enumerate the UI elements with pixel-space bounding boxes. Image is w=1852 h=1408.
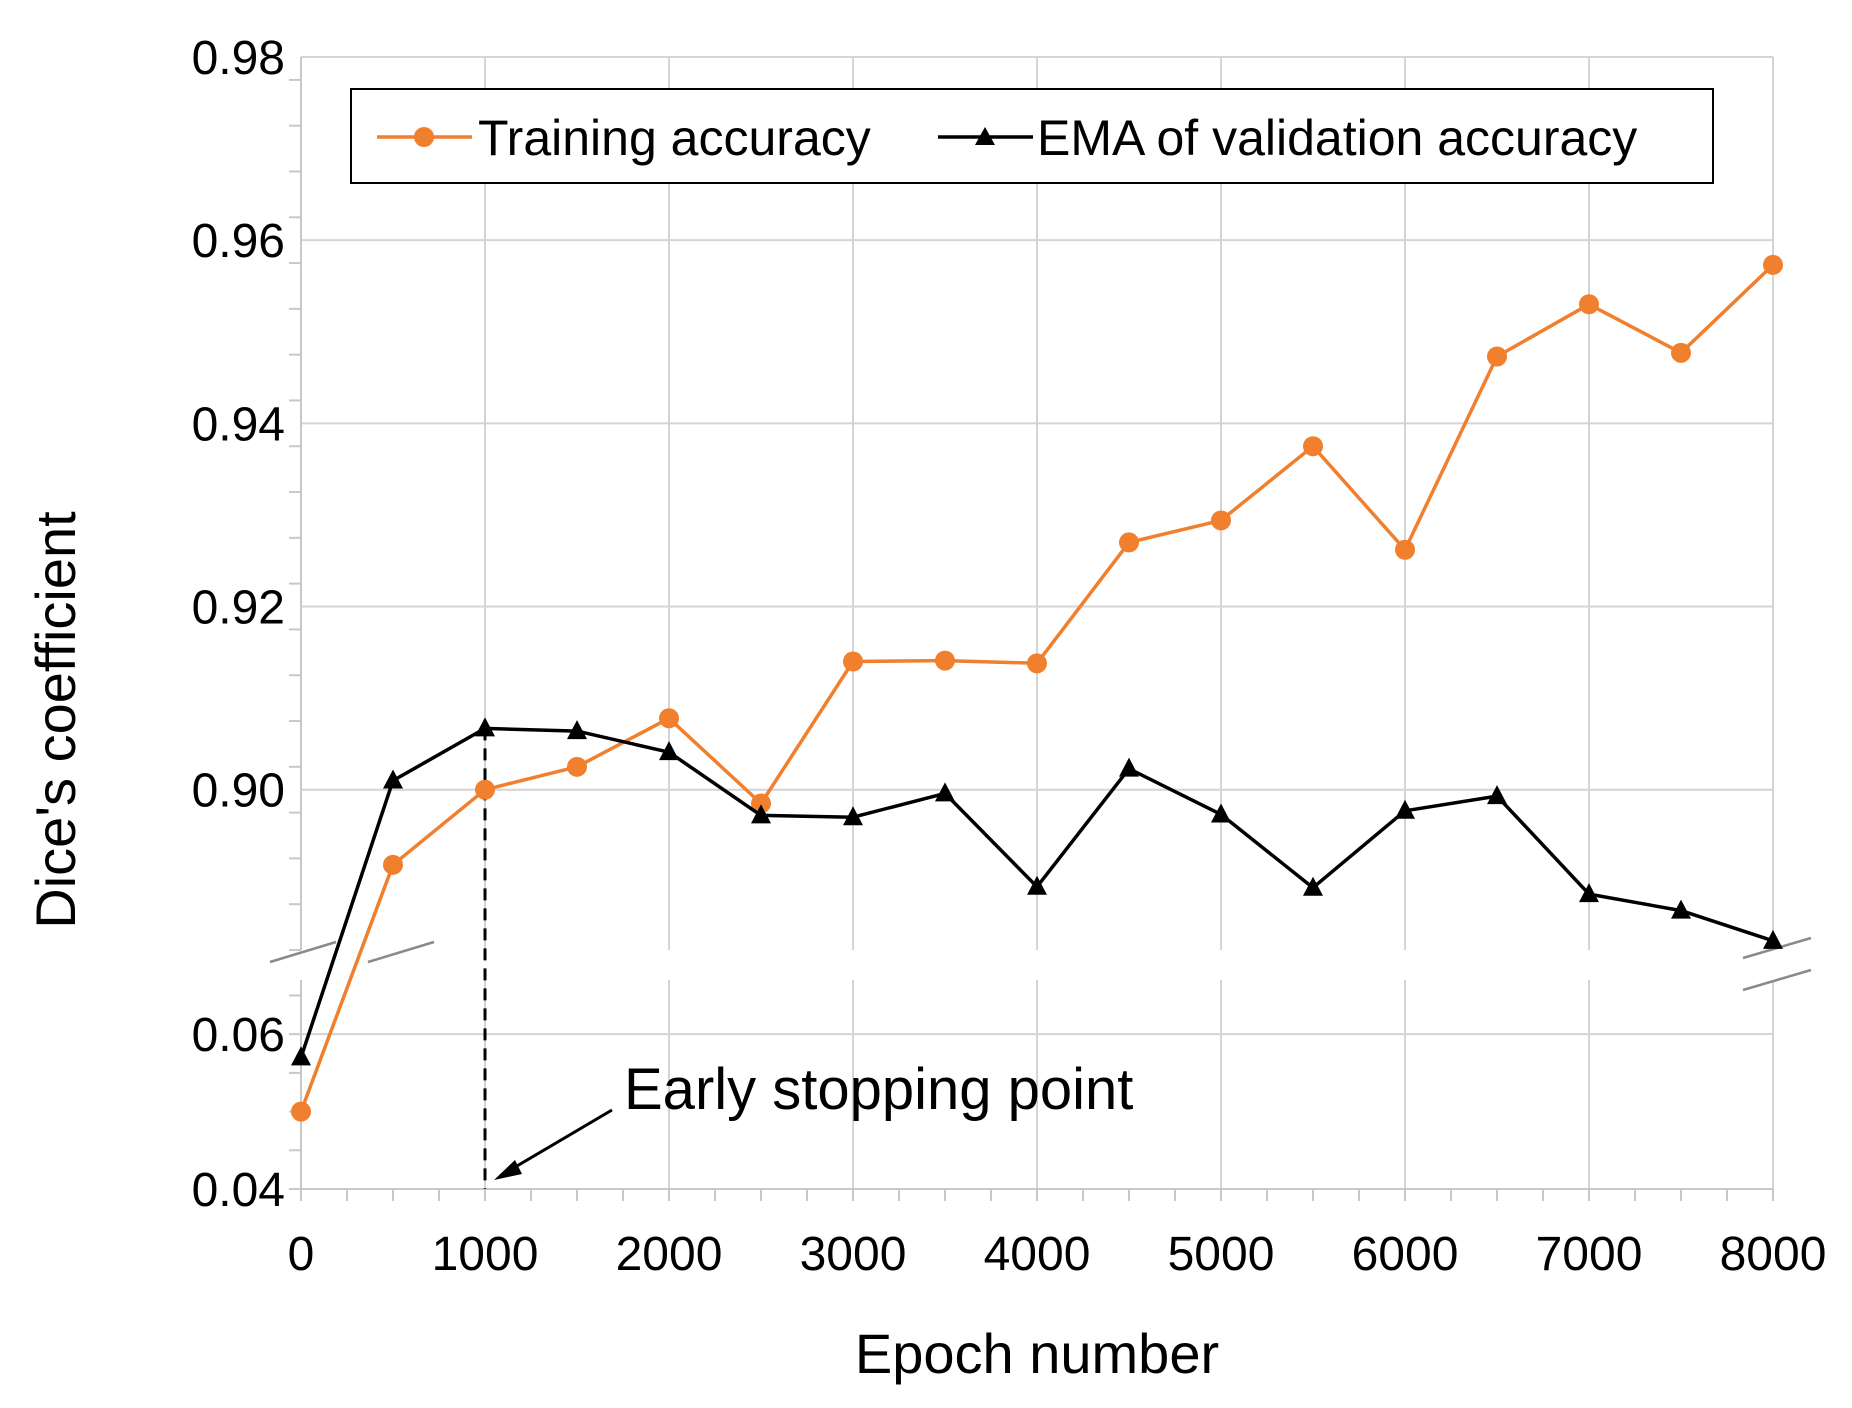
y-tick-label: 0.92 (192, 582, 285, 635)
y-tick-label: 0.06 (192, 1009, 285, 1062)
data-point-ema (1027, 875, 1047, 895)
axis-break-mark (269, 940, 337, 964)
axis-break-mark (1742, 968, 1812, 992)
data-point-training (843, 651, 863, 672)
data-point-training (383, 854, 403, 875)
data-point-training (935, 650, 955, 671)
y-tick-label: 0.04 (192, 1164, 285, 1217)
data-point-training (1303, 436, 1323, 457)
y-axis-title: Dice's coefficient (24, 511, 87, 929)
data-point-ema (1303, 876, 1323, 896)
x-tick-label: 5000 (1168, 1228, 1275, 1281)
data-point-training (1211, 510, 1231, 531)
early-stopping-label: Early stopping point (624, 1057, 1133, 1122)
legend-label-ema: EMA of validation accuracy (1037, 110, 1637, 166)
early-stopping-arrowhead (494, 1160, 522, 1180)
data-point-ema (1211, 803, 1231, 823)
tick-labels: 0.90 0.92 0.94 0.96 0.98 0.04 0.06 0 1000 2000 300… (192, 32, 1827, 1281)
x-tick-label: 7000 (1536, 1228, 1643, 1281)
data-point-training (1027, 653, 1047, 674)
data-point-ema (1579, 883, 1599, 903)
data-point-ema (475, 717, 495, 737)
data-point-ema (751, 804, 771, 824)
legend: Training accuracy EMA of validation accu… (350, 88, 1714, 184)
data-point-training (659, 708, 679, 729)
x-tick-label: 8000 (1720, 1228, 1827, 1281)
data-point-training (1579, 294, 1599, 315)
x-tick-label: 3000 (800, 1228, 907, 1281)
y-tick-label: 0.98 (192, 32, 285, 85)
data-point-ema (843, 806, 863, 826)
x-tick-label: 1000 (432, 1228, 539, 1281)
x-tick-label: 0 (288, 1228, 315, 1281)
x-tick-label: 4000 (984, 1228, 1091, 1281)
grid (300, 56, 1774, 1189)
axis-break-mark (367, 940, 435, 964)
data-point-training (475, 779, 495, 800)
data-point-training (1487, 346, 1507, 367)
y-tick-label: 0.94 (192, 398, 285, 451)
early-stopping-arrow (499, 1108, 613, 1178)
legend-label-training: Training accuracy (478, 110, 871, 166)
data-point-training (567, 756, 587, 777)
x-tick-label: 2000 (616, 1228, 723, 1281)
legend-marker-training (414, 127, 434, 147)
y-tick-label: 0.96 (192, 215, 285, 268)
data-point-ema (291, 1046, 311, 1066)
y-tick-label: 0.90 (192, 765, 285, 818)
early-stopping-annotation (483, 728, 613, 1189)
data-point-training (1119, 532, 1139, 553)
data-point-ema (567, 720, 587, 740)
data-point-training (1763, 254, 1783, 275)
data-point-ema (1395, 799, 1415, 819)
data-point-training (751, 793, 771, 814)
x-tick-label: 6000 (1352, 1228, 1459, 1281)
data-point-ema (1487, 785, 1507, 805)
data-point-training (1671, 342, 1691, 363)
data-point-training (291, 1101, 311, 1122)
axes (269, 57, 1812, 1201)
data-point-ema (1671, 899, 1691, 919)
data-point-ema (935, 782, 955, 802)
data-point-ema (1763, 929, 1783, 949)
legend-marker-ema (975, 127, 995, 145)
x-axis-title: Epoch number (855, 1322, 1219, 1385)
series-group (291, 254, 1783, 1122)
data-point-ema (383, 769, 403, 789)
data-point-ema (659, 741, 679, 761)
data-point-training (1395, 539, 1415, 560)
data-point-ema (1119, 757, 1139, 777)
